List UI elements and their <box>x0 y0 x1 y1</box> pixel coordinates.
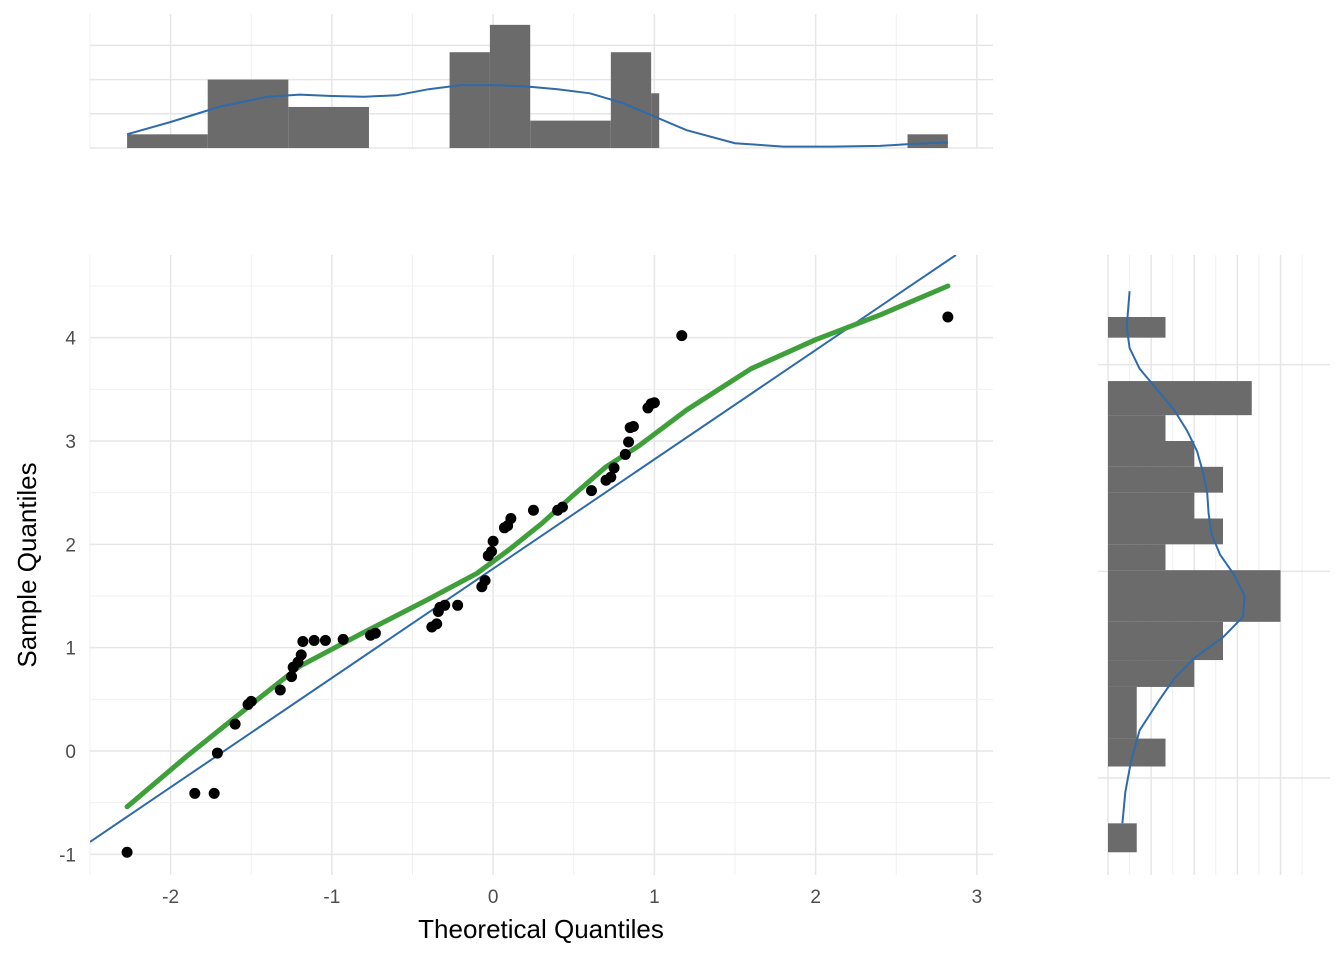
histogram-bar <box>1108 518 1223 545</box>
histogram-bar <box>1108 441 1195 467</box>
y-tick-label: 3 <box>65 432 76 453</box>
x-tick-label: 1 <box>649 887 660 908</box>
data-point <box>486 546 498 558</box>
data-point <box>337 633 349 645</box>
y-tick-label: 2 <box>65 535 76 556</box>
data-point <box>121 846 133 858</box>
x-axis-title: Theoretical Quantiles <box>418 914 664 944</box>
data-point <box>286 671 298 683</box>
histogram-bar <box>1108 686 1137 739</box>
histogram-bar <box>651 93 660 148</box>
main-grid <box>89 255 993 875</box>
histogram-bar <box>1108 621 1223 661</box>
data-point <box>623 436 635 448</box>
data-point <box>608 462 620 474</box>
data-point <box>648 397 660 409</box>
density-curve <box>1121 291 1246 824</box>
data-point <box>505 513 517 524</box>
data-point <box>627 421 639 433</box>
y-tick-label: 0 <box>65 742 76 763</box>
histogram-bar <box>610 52 652 148</box>
histogram-bar <box>127 134 208 148</box>
histogram-bar <box>1108 381 1252 416</box>
data-point <box>211 747 223 759</box>
data-point <box>295 649 307 661</box>
reference-line-path <box>90 255 957 843</box>
smooth-line-path <box>124 283 951 810</box>
histogram-bar <box>1108 317 1166 338</box>
x-tick-label: 0 <box>488 887 499 908</box>
x-tick-labels: -2 -1 0 1 2 3 <box>162 887 982 908</box>
data-point <box>245 695 257 707</box>
y-tick-label: -1 <box>59 845 76 866</box>
histogram-bar <box>1108 570 1281 596</box>
data-point <box>308 634 320 646</box>
x-tick-label: -1 <box>323 887 340 908</box>
main-qq-panel: -2 -1 0 1 2 3 -1 0 1 2 3 4 Theoretical Quantiles S… <box>12 255 993 944</box>
data-point <box>556 501 568 513</box>
data-point <box>274 684 286 696</box>
histogram-bar <box>1108 492 1195 519</box>
y-tick-label: 4 <box>65 329 76 350</box>
y-tick-label: 1 <box>65 639 76 660</box>
data-point <box>189 787 201 799</box>
histogram-bar <box>907 134 948 148</box>
histogram-bar <box>1108 544 1166 571</box>
data-point <box>369 627 381 639</box>
histogram-bar <box>530 120 611 148</box>
histogram-bar <box>207 79 289 148</box>
right-marginal-grid <box>1098 255 1330 875</box>
data-point <box>479 575 491 586</box>
top-marginal-histogram <box>89 14 993 149</box>
right-marginal-histogram <box>1098 255 1330 875</box>
top-marginal-density <box>126 84 948 148</box>
data-point <box>676 330 688 342</box>
histogram-bar <box>288 106 369 148</box>
data-point <box>297 635 309 647</box>
reference-line <box>90 255 957 843</box>
data-point <box>487 535 499 547</box>
data-point <box>619 448 631 460</box>
data-point <box>452 599 464 611</box>
histogram-bar <box>1108 415 1166 441</box>
data-point <box>208 787 220 799</box>
data-point <box>605 471 617 483</box>
data-point <box>942 311 954 323</box>
right-marginal-bars <box>1108 317 1281 853</box>
x-tick-label: -2 <box>162 887 179 908</box>
sample-points <box>121 311 954 858</box>
density-curve <box>126 84 948 148</box>
histogram-bar <box>449 52 490 148</box>
right-marginal-density <box>1121 291 1246 824</box>
data-point <box>319 634 331 646</box>
data-point <box>527 504 539 516</box>
top-marginal-bars <box>127 24 948 149</box>
y-tick-labels: -1 0 1 2 3 4 <box>59 329 76 867</box>
data-point <box>439 599 451 611</box>
data-point <box>585 485 597 497</box>
data-point <box>229 718 241 730</box>
smooth-line <box>124 283 951 810</box>
histogram-bar <box>1108 823 1137 853</box>
data-point <box>431 618 443 630</box>
x-tick-label: 3 <box>972 887 983 908</box>
y-axis-title: Sample Quantiles <box>12 462 42 667</box>
histogram-bar <box>1108 660 1195 687</box>
histogram-bar <box>1108 596 1281 622</box>
x-tick-label: 2 <box>810 887 821 908</box>
